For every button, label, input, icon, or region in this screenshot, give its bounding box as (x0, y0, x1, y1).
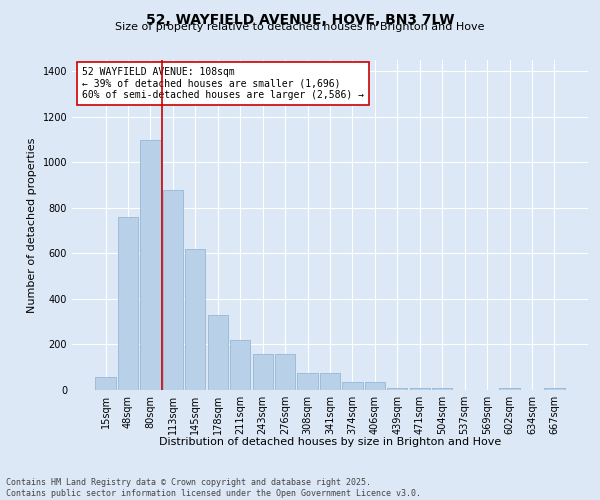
Bar (544, 388, 565, 390)
Text: Size of property relative to detached houses in Brighton and Hove: Size of property relative to detached ho… (115, 22, 485, 32)
Bar (140, 140, 161, 390)
Bar (343, 382, 362, 390)
Bar (185, 249, 205, 390)
Bar (298, 373, 317, 390)
Bar (230, 340, 250, 390)
Bar (275, 354, 295, 390)
Bar (118, 217, 138, 390)
Bar (410, 388, 430, 390)
Bar (387, 388, 407, 390)
Text: 52, WAYFIELD AVENUE, HOVE, BN3 7LW: 52, WAYFIELD AVENUE, HOVE, BN3 7LW (146, 12, 454, 26)
Bar (163, 190, 183, 390)
Bar (208, 315, 228, 390)
Text: Contains HM Land Registry data © Crown copyright and database right 2025.
Contai: Contains HM Land Registry data © Crown c… (6, 478, 421, 498)
Bar (499, 388, 520, 390)
Bar (253, 354, 273, 390)
Bar (365, 382, 385, 390)
Y-axis label: Number of detached properties: Number of detached properties (27, 138, 37, 312)
X-axis label: Distribution of detached houses by size in Brighton and Hove: Distribution of detached houses by size … (159, 437, 501, 447)
Text: 52 WAYFIELD AVENUE: 108sqm
← 39% of detached houses are smaller (1,696)
60% of s: 52 WAYFIELD AVENUE: 108sqm ← 39% of deta… (82, 66, 364, 100)
Bar (320, 373, 340, 390)
Bar (432, 388, 452, 390)
Bar (95, 378, 116, 390)
